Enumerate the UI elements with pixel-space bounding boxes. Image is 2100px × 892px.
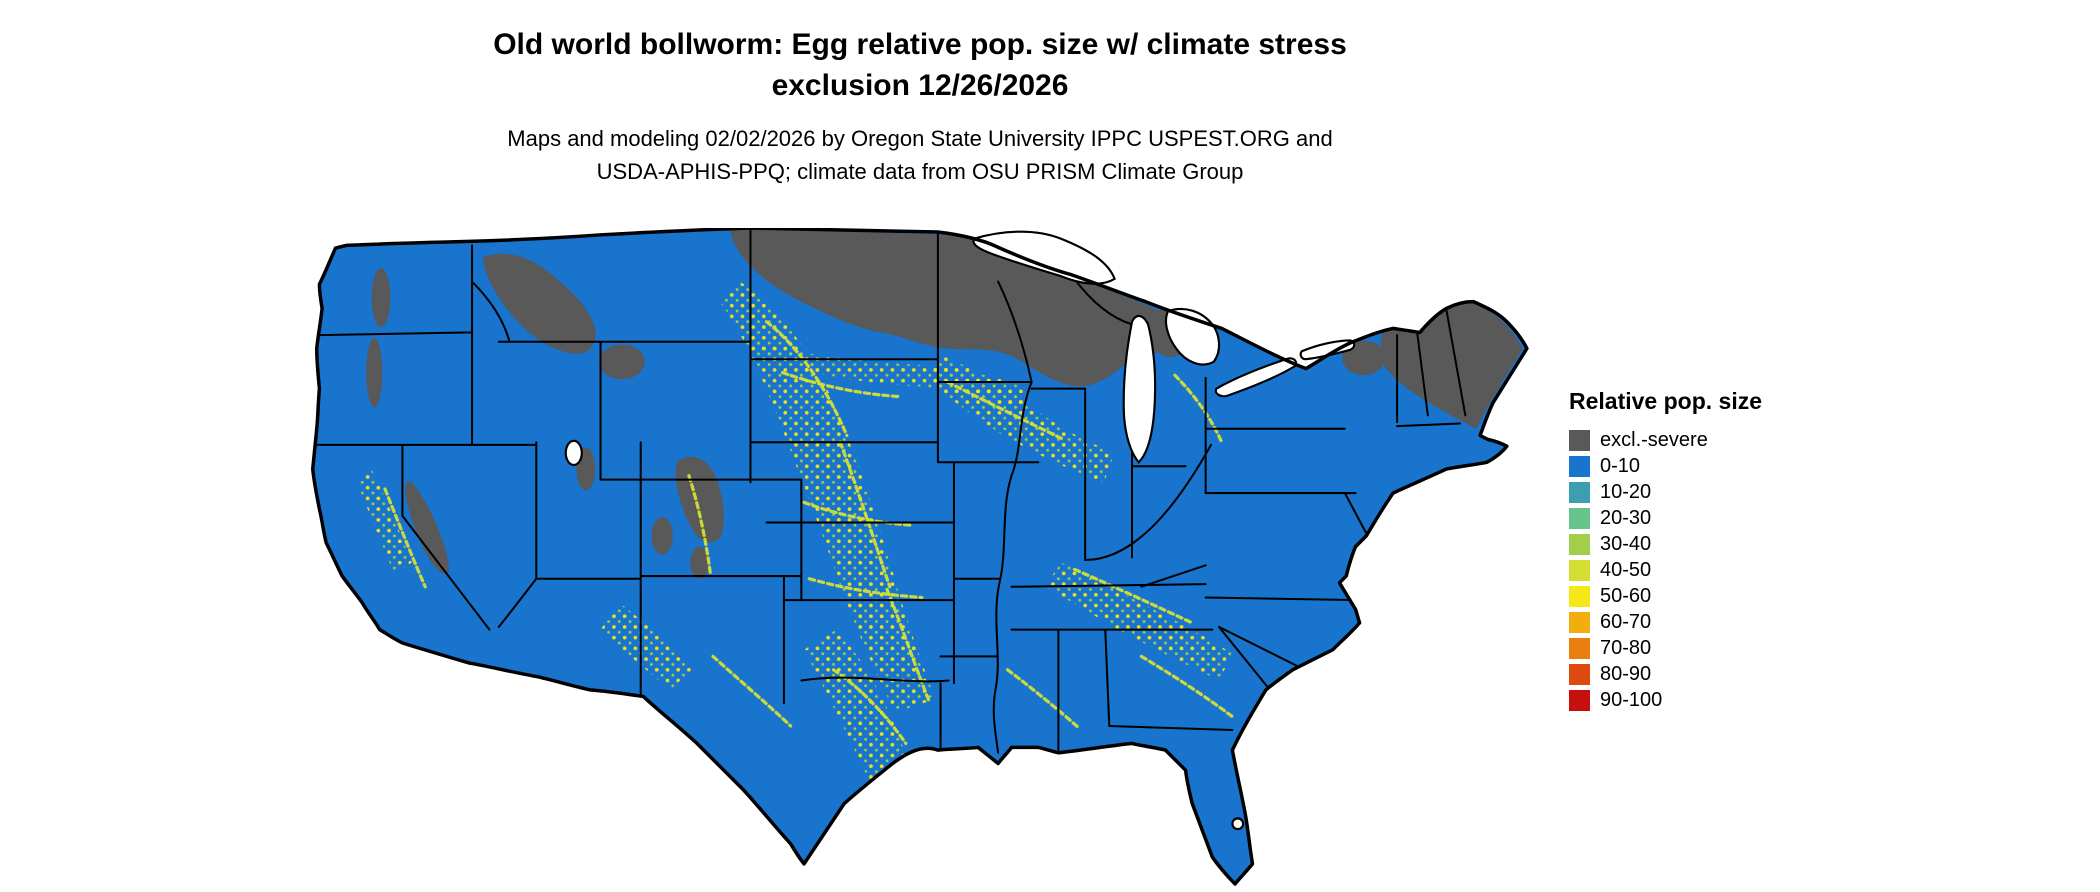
legend-item: 0-10 [1569, 453, 1762, 479]
legend-title: Relative pop. size [1569, 388, 1763, 414]
legend-label: 0-10 [1600, 454, 1641, 477]
legend-label: 10-20 [1600, 480, 1652, 503]
legend-swatch [1569, 507, 1590, 529]
map-subtitle: Maps and modeling 02/02/2026 by Oregon S… [0, 122, 1840, 188]
legend-swatch [1569, 559, 1590, 581]
legend-item: 30-40 [1569, 531, 1762, 557]
legend-item: 40-50 [1569, 557, 1762, 583]
legend-swatch [1569, 481, 1590, 503]
state-borders [313, 228, 1467, 754]
us-outline [310, 226, 1529, 886]
map-title-line1: Old world bollworm: Egg relative pop. si… [493, 28, 1347, 61]
map-body [312, 228, 1527, 884]
legend-item: 60-70 [1569, 609, 1762, 635]
legend-swatch [1569, 455, 1590, 477]
legend-label: 30-40 [1600, 532, 1652, 555]
legend-label: excl.-severe [1600, 428, 1708, 451]
legend-label: 50-60 [1600, 584, 1652, 607]
map-title: Old world bollworm: Egg relative pop. si… [0, 24, 1840, 106]
legend-swatch [1569, 663, 1590, 685]
legend-swatch [1569, 429, 1590, 451]
legend-swatch [1569, 689, 1590, 711]
legend: Relative pop. size excl.-severe 0-10 10-20… [1569, 388, 1762, 713]
legend-swatch [1569, 533, 1590, 555]
legend-item: 70-80 [1569, 635, 1762, 661]
us-map [310, 226, 1529, 886]
lake-ontario [1299, 339, 1356, 361]
map-subtitle-line2: USDA-APHIS-PPQ; climate data from OSU PR… [596, 159, 1244, 184]
legend-label: 70-80 [1600, 636, 1652, 659]
legend-item: 10-20 [1569, 479, 1762, 505]
legend-item: excl.-severe [1569, 427, 1762, 453]
legend-swatch [1569, 637, 1590, 659]
map-title-line2: exclusion 12/26/2026 [771, 69, 1069, 102]
legend-label: 40-50 [1600, 558, 1652, 581]
legend-label: 20-30 [1600, 506, 1652, 529]
legend-label: 80-90 [1600, 662, 1652, 685]
legend-item: 50-60 [1569, 583, 1762, 609]
legend-item: 90-100 [1569, 687, 1762, 713]
legend-swatch [1569, 611, 1590, 633]
great-salt-lake [564, 439, 583, 467]
lake-michigan [1122, 314, 1157, 464]
legend-items: excl.-severe 0-10 10-20 20-30 30-40 40-50 50-6… [1569, 427, 1762, 713]
legend-label: 90-100 [1600, 688, 1663, 711]
us-map-container [310, 226, 1530, 892]
map-subtitle-line1: Maps and modeling 02/02/2026 by Oregon S… [507, 126, 1333, 151]
lake-okeechobee [1231, 817, 1245, 831]
excluded-severe-regions [366, 228, 1523, 579]
legend-label: 60-70 [1600, 610, 1652, 633]
legend-item: 80-90 [1569, 661, 1762, 687]
legend-swatch [1569, 585, 1590, 607]
legend-item: 20-30 [1569, 505, 1762, 531]
vein-zones [383, 320, 1235, 746]
